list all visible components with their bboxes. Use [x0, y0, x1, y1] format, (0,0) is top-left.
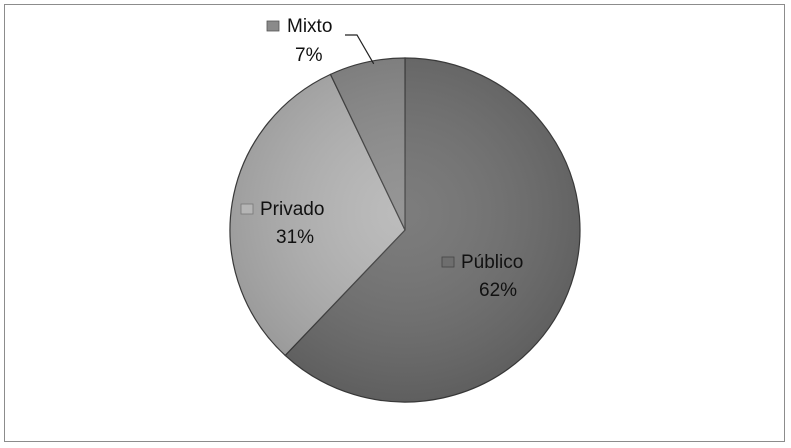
publico-legend-key	[441, 256, 455, 268]
slice-label-privado: Privado 31%	[240, 199, 324, 248]
publico-percent: 62%	[479, 280, 517, 301]
mixto-legend-key	[266, 20, 280, 32]
mixto-name: Mixto	[287, 16, 332, 37]
publico-name: Público	[461, 252, 523, 273]
pie-chart: Público 62% Privado 31% Mixto 7%	[229, 16, 581, 403]
mixto-leader-line	[345, 34, 375, 65]
slice-label-publico: Público 62%	[441, 252, 523, 301]
privado-percent: 31%	[276, 227, 314, 248]
chart-area: Público 62% Privado 31% Mixto 7%	[4, 4, 785, 442]
privado-name: Privado	[260, 199, 324, 220]
privado-legend-key	[240, 203, 254, 215]
mixto-percent: 7%	[295, 45, 323, 66]
slice-label-mixto: Mixto 7%	[266, 16, 332, 66]
